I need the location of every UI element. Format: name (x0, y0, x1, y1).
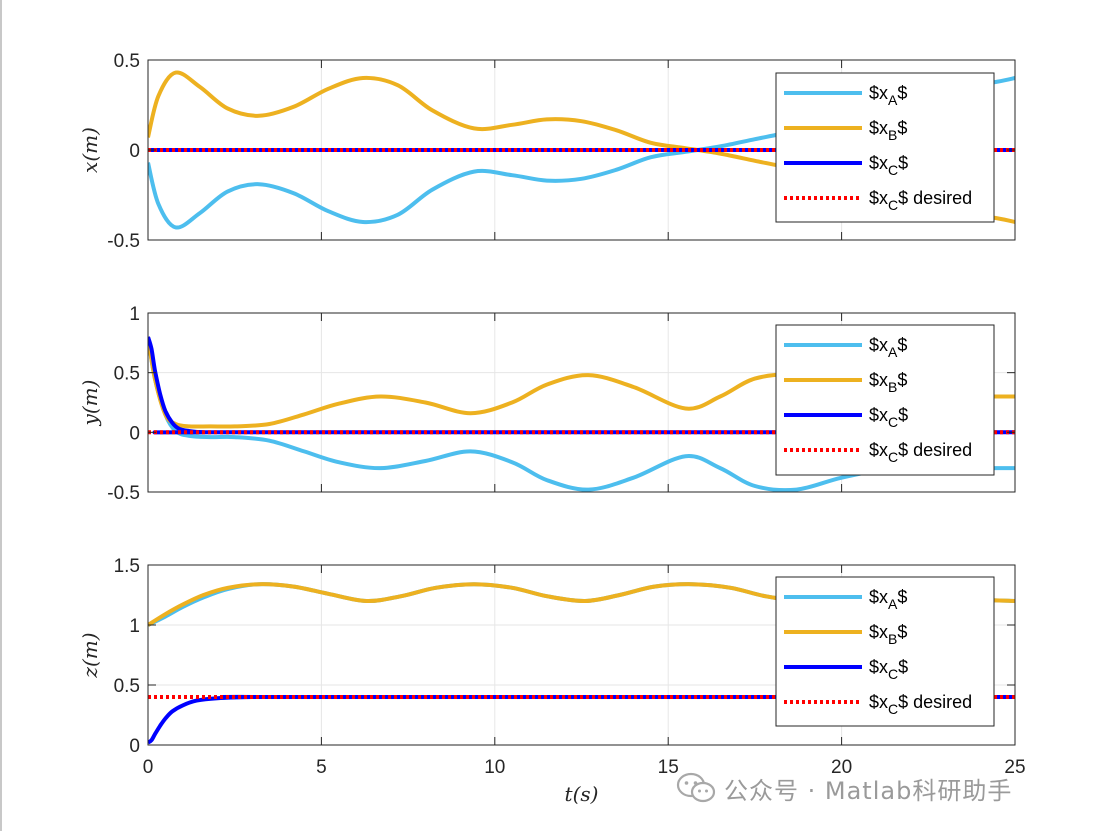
y-tick-label: 1.5 (114, 556, 140, 577)
legend-entry-subscript: B (888, 127, 897, 143)
y-tick-label: 0.5 (114, 364, 140, 385)
legend-entry: $xB$ (869, 118, 907, 143)
legend-entry-main: $x (869, 587, 888, 607)
series-line-xc (148, 694, 1015, 745)
legend: $xA$$xB$$xC$$xC$ desired (775, 324, 995, 476)
legend-entry-subscript: C (888, 414, 898, 430)
x-tick-label: 10 (484, 757, 505, 778)
legend-entry: $xB$ (869, 370, 907, 395)
x-tick-label: 20 (831, 757, 852, 778)
legend: $xA$$xB$$xC$$xC$ desired (775, 576, 995, 727)
legend-box (775, 72, 995, 223)
legend: $xA$$xB$$xC$$xC$ desired (775, 72, 995, 223)
legend-entry-subscript: A (888, 596, 898, 612)
legend-entry-main: $x (869, 118, 888, 138)
legend-entry-suffix: $ desired (898, 440, 972, 460)
legend-entry-main: $x (869, 83, 888, 103)
y-tick-label: 0 (129, 141, 140, 162)
y-tick-label: 1 (129, 616, 140, 637)
y-tick-label: 0.5 (114, 51, 140, 72)
legend-entry-suffix: $ (897, 370, 907, 390)
watermark: 公众号 · Matlab科研助手 (676, 766, 1012, 810)
legend-entry-main: $x (869, 440, 888, 460)
y-axis-label: x(m) (78, 127, 102, 173)
y-tick-label: 1 (129, 304, 140, 325)
legend-entry-subscript: A (888, 92, 898, 108)
legend-entry-subscript: C (888, 162, 898, 178)
legend-entry-suffix: $ desired (898, 188, 972, 208)
legend-entry-subscript: C (888, 666, 898, 682)
legend-entry: $xC$ desired (869, 692, 972, 717)
subplot-1: -0.500.5x(m)$xA$$xB$$xC$$xC$ desired (78, 51, 1016, 252)
legend-entry-subscript: B (888, 379, 897, 395)
legend-entry-main: $x (869, 405, 888, 425)
legend-entry: $xB$ (869, 622, 907, 647)
legend-entry: $xA$ (869, 83, 907, 108)
legend-entry-main: $x (869, 370, 888, 390)
legend-entry-suffix: $ (898, 657, 908, 677)
legend-entry: $xA$ (869, 587, 907, 612)
legend-entry-main: $x (869, 657, 888, 677)
legend-entry-suffix: $ (897, 587, 907, 607)
legend-entry-suffix: $ (897, 335, 907, 355)
y-axis-label: y(m) (78, 380, 102, 427)
x-tick-label: 15 (658, 757, 679, 778)
x-tick-label: 5 (316, 757, 327, 778)
legend-entry: $xA$ (869, 335, 907, 360)
x-axis-label: t(s) (565, 782, 599, 806)
legend-box (775, 576, 995, 727)
legend-entry: $xC$ (869, 405, 908, 430)
legend-entry-suffix: $ (897, 622, 907, 642)
legend-entry: $xC$ (869, 153, 908, 178)
wechat-icon (676, 772, 716, 803)
legend-box (775, 324, 995, 476)
x-tick-label: 0 (143, 757, 154, 778)
legend-entry-suffix: $ (898, 153, 908, 173)
watermark-text: 公众号 · Matlab科研助手 (724, 776, 1013, 805)
legend-entry-subscript: B (888, 631, 897, 647)
legend-entry-subscript: C (888, 197, 898, 213)
axes-box (147, 564, 1016, 746)
legend-entry-suffix: $ (897, 83, 907, 103)
legend-entry: $xC$ (869, 657, 908, 682)
legend-entry-main: $x (869, 188, 888, 208)
x-tick-label: 25 (1004, 757, 1025, 778)
legend-entry-subscript: C (888, 449, 898, 465)
subplot-2: -0.500.51y(m)$xA$$xB$$xC$$xC$ desired (78, 304, 1016, 504)
legend-entry-main: $x (869, 335, 888, 355)
y-axis-label: z(m) (78, 632, 102, 678)
legend-entry-suffix: $ desired (898, 692, 972, 712)
legend-entry-suffix: $ (898, 405, 908, 425)
legend-entry-main: $x (869, 692, 888, 712)
y-tick-label: -0.5 (107, 483, 140, 504)
window-edge (0, 0, 2, 831)
legend-entry: $xC$ desired (869, 440, 972, 465)
legend-entry-main: $x (869, 622, 888, 642)
y-tick-label: 0.5 (114, 676, 140, 697)
legend-entry-suffix: $ (897, 118, 907, 138)
legend-entry-subscript: A (888, 344, 898, 360)
y-tick-label: 0 (129, 423, 140, 444)
subplot-3: 00.511.50 5 10 15 20 25z(m)t(s)$xA$$xB$$xC$$x… (78, 556, 1026, 806)
y-tick-label: 0 (129, 736, 140, 757)
legend-entry-main: $x (869, 153, 888, 173)
y-tick-label: -0.5 (107, 231, 140, 252)
legend-entry: $xC$ desired (869, 188, 972, 213)
legend-entry-subscript: C (888, 701, 898, 717)
axes-box (147, 312, 1016, 493)
